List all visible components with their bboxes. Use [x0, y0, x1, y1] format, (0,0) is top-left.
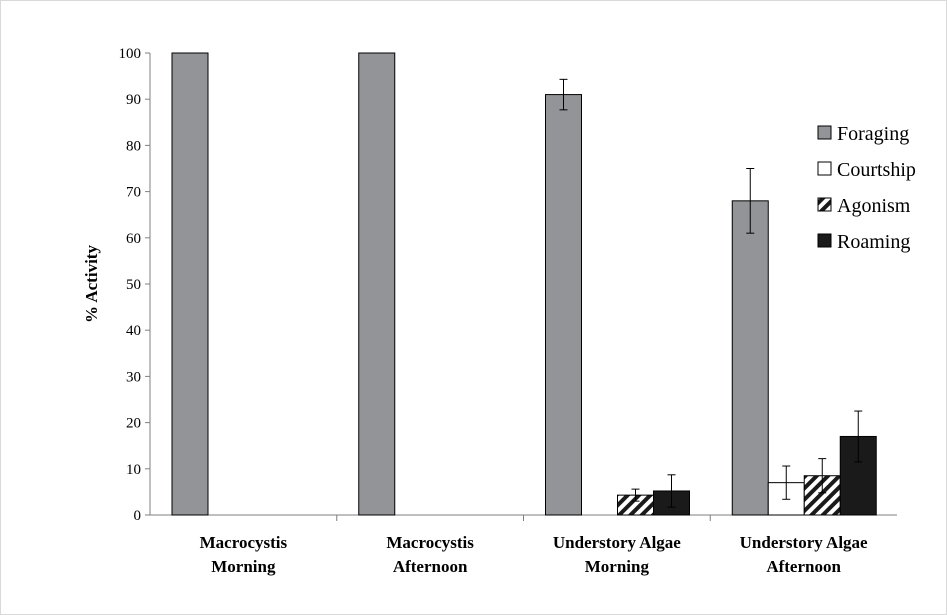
y-tick-label: 100 — [119, 46, 142, 62]
y-tick-label: 30 — [126, 369, 141, 385]
x-category-label-line: Afternoon — [393, 557, 468, 576]
y-tick-label: 40 — [126, 323, 141, 339]
legend-label-foraging: Foraging — [837, 123, 909, 145]
x-category-label-line: Morning — [211, 557, 276, 576]
x-category-label-line: Understory Algae — [553, 533, 681, 552]
y-axis-label: % Activity — [82, 245, 101, 323]
y-tick-label: 80 — [126, 138, 141, 154]
x-category-label-line: Macrocystis — [386, 533, 474, 552]
y-tick-label: 70 — [126, 185, 141, 201]
bar-foraging — [545, 94, 582, 516]
y-tick-label: 50 — [126, 277, 141, 293]
bar-foraging — [358, 52, 396, 516]
x-category-label: Understory Algae Morning — [553, 533, 681, 576]
plot-area: 0 10 20 30 40 50 60 70 80 90 100 Macrocystis Morning… — [119, 46, 897, 576]
x-category-label-line: Morning — [585, 557, 650, 576]
x-category-label-line: Understory Algae — [740, 533, 868, 552]
legend-label-roaming: Roaming — [837, 231, 910, 253]
x-category-label-line: Afternoon — [766, 557, 841, 576]
y-tick-label: 10 — [126, 462, 141, 478]
x-category-label: Understory Algae Afternoon — [740, 533, 868, 576]
legend-swatch-agonism — [817, 197, 832, 212]
legend-label-agonism: Agonism — [837, 195, 911, 217]
bar-foraging — [731, 200, 769, 516]
x-category-label: Macrocystis Morning — [200, 533, 288, 576]
y-tick-label: 20 — [126, 416, 141, 432]
y-tick-label: 60 — [126, 231, 141, 247]
y-tick-label: 90 — [126, 92, 141, 108]
legend-swatch-courtship — [817, 161, 832, 176]
x-category-label: Macrocystis Afternoon — [386, 533, 474, 576]
legend: Foraging Courtship Agonism Roaming — [817, 123, 916, 253]
y-tick-label: 0 — [134, 508, 142, 524]
x-category-label-line: Macrocystis — [200, 533, 288, 552]
legend-swatch-foraging — [817, 125, 832, 140]
bar-foraging — [171, 52, 209, 516]
legend-swatch-roaming — [817, 233, 832, 248]
legend-label-courtship: Courtship — [837, 159, 916, 181]
